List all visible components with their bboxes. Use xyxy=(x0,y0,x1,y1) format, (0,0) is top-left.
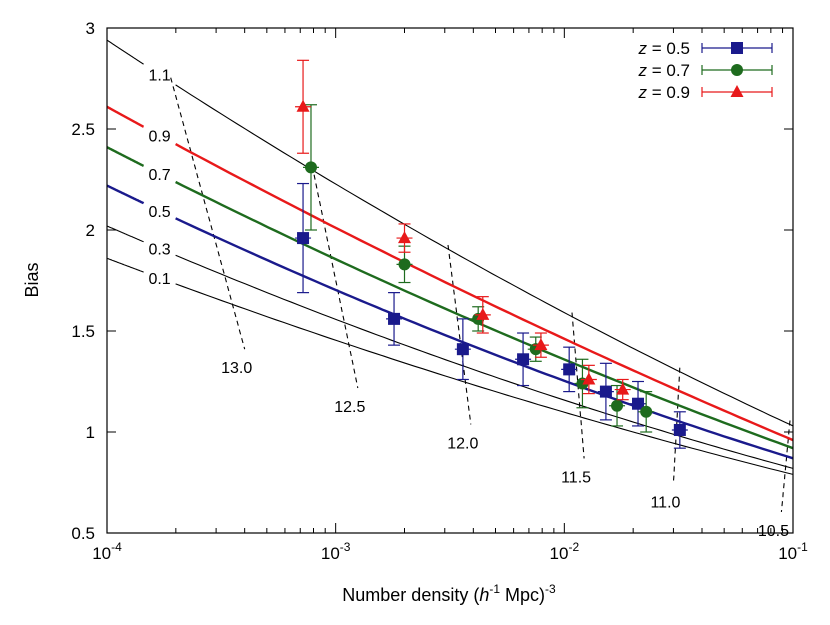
curve-label-11: 1.1 xyxy=(148,68,170,85)
point-0-2 xyxy=(456,343,469,356)
mass-contour-label-120: 12.0 xyxy=(447,435,478,452)
model-curve-11-seg0 xyxy=(107,39,144,65)
legend-box xyxy=(600,34,785,108)
model-curve-09-seg1 xyxy=(175,143,793,442)
mass-contour-label-110: 11.0 xyxy=(650,495,680,512)
model-curve-01-seg1 xyxy=(175,283,793,475)
legend-marker-1 xyxy=(731,64,743,76)
model-curve-09-seg0 xyxy=(107,105,145,128)
mass-contour-label-130: 13.0 xyxy=(221,360,252,377)
point-2-0 xyxy=(296,99,310,112)
x-axis-title: Number density (h-1 Mpc)-3 xyxy=(342,582,556,605)
point-1-0 xyxy=(304,161,317,174)
y-tick-label-1: 1 xyxy=(86,423,95,442)
mass-contour-label-115: 11.5 xyxy=(561,469,591,486)
mass-contour-120 xyxy=(447,244,472,425)
curve-label-03: 0.3 xyxy=(148,242,170,259)
curve-label-05: 0.5 xyxy=(148,204,170,221)
model-curve-05-seg1 xyxy=(175,217,793,460)
y-tick-label-3: 2 xyxy=(86,221,95,240)
series-square xyxy=(295,182,688,449)
x-tick-label-2: 10-2 xyxy=(550,540,580,563)
legend: z = 0.5 z = 0.7 z = 0.9 xyxy=(637,39,773,102)
model-bias-curves xyxy=(107,39,793,475)
y-axis-title: Bias xyxy=(22,262,42,297)
point-2-3 xyxy=(534,338,548,351)
point-2-4 xyxy=(582,372,596,385)
legend-label-1: z = 0.7 xyxy=(637,61,690,80)
x-tick-label-1: 10-3 xyxy=(321,540,351,563)
curve-label-07: 0.7 xyxy=(148,167,170,184)
mass-contour-labels: 13.0 12.5 12.0 11.5 11.0 10.5 xyxy=(221,360,789,540)
curve-label-09: 0.9 xyxy=(148,128,170,145)
x-tick-label-3: 10-1 xyxy=(778,540,808,563)
point-1-6 xyxy=(640,405,653,418)
model-curve-07-seg1 xyxy=(175,180,793,450)
point-2-5 xyxy=(616,382,630,395)
mass-contour-label-125: 12.5 xyxy=(334,399,365,416)
y-tick-label-5: 3 xyxy=(86,19,95,38)
halo-mass-contours xyxy=(170,77,791,512)
redshift-curve-labels: 1.1 0.9 0.7 0.5 0.3 0.1 xyxy=(148,68,170,288)
curve-label-01: 0.1 xyxy=(148,271,170,288)
model-curve-03-seg0 xyxy=(107,225,144,243)
model-curve-11-seg1 xyxy=(175,84,793,427)
mass-contour-label-105: 10.5 xyxy=(758,523,789,540)
legend-label-0: z = 0.5 xyxy=(637,39,690,58)
point-2-2 xyxy=(476,307,490,320)
x-tick-label-0: 10-4 xyxy=(92,540,122,563)
mass-contour-125 xyxy=(311,165,359,389)
model-curve-01-seg0 xyxy=(107,257,144,273)
model-curve-07-seg0 xyxy=(107,146,145,168)
legend-marker-0 xyxy=(731,42,743,54)
y-tick-label-0: 0.5 xyxy=(71,524,95,543)
point-0-4 xyxy=(563,363,576,376)
model-curve-05-seg0 xyxy=(107,184,145,205)
point-1-1 xyxy=(398,258,411,271)
point-0-6 xyxy=(632,397,645,410)
point-1-5 xyxy=(611,399,624,412)
axis-ticks xyxy=(106,27,794,534)
series-triangle xyxy=(295,59,631,401)
point-0-3 xyxy=(517,353,530,366)
measured-bias-points xyxy=(295,59,688,449)
point-0-7 xyxy=(673,423,686,436)
point-0-0 xyxy=(297,232,310,245)
x-axis-title-exp1: -1 xyxy=(489,582,500,596)
x-axis-title-text: Number density ( xyxy=(342,585,479,605)
y-tick-label-4: 2.5 xyxy=(71,120,95,139)
point-0-1 xyxy=(388,312,401,325)
y-tick-label-2: 1.5 xyxy=(71,322,95,341)
point-2-1 xyxy=(398,231,412,244)
plot-frame xyxy=(106,27,794,534)
legend-label-2: z = 0.9 xyxy=(637,83,690,102)
x-axis-title-h: h xyxy=(479,585,489,605)
x-axis-title-unit: Mpc) xyxy=(500,585,545,605)
x-axis-title-exp2: -3 xyxy=(545,582,556,596)
mass-contour-130 xyxy=(170,77,246,350)
legend-marker-2 xyxy=(730,85,744,97)
model-curve-03-seg1 xyxy=(175,254,793,469)
point-0-5 xyxy=(599,385,612,398)
